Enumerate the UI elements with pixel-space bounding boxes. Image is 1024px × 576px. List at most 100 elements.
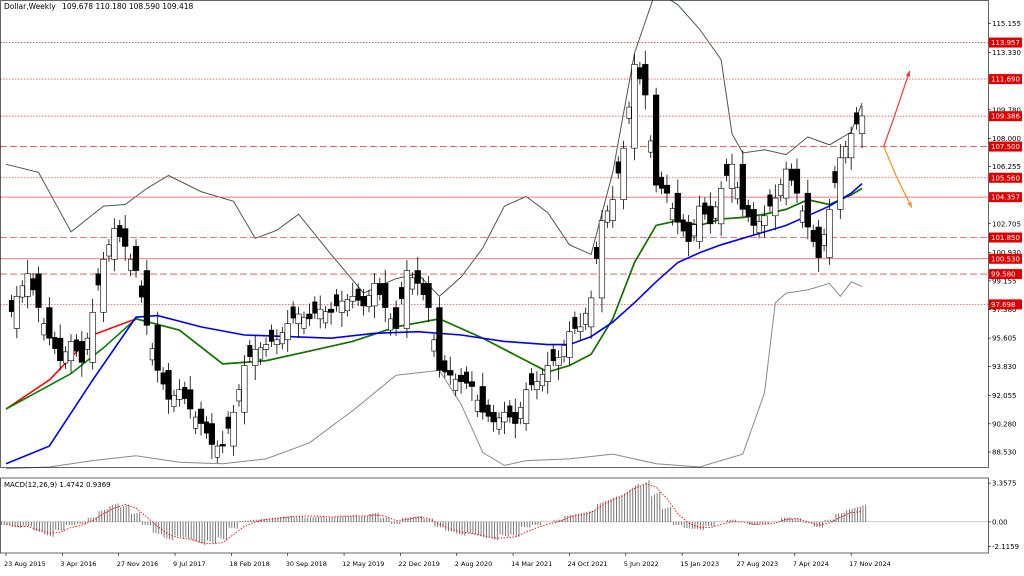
candle-body [187, 389, 194, 410]
candle-body [35, 273, 42, 308]
candle-body [312, 301, 318, 314]
candle-body [160, 372, 166, 385]
projection-arrow-line [883, 70, 911, 147]
x-tick-label: 23 Aug 2015 [4, 560, 46, 568]
y-tick-label: 115.155 [992, 20, 1021, 28]
candle-body [268, 329, 274, 342]
price-level-badge [989, 299, 1022, 310]
bollinger-lower [5, 281, 863, 470]
price-level-label: 97.698 [991, 301, 1016, 309]
candle-body [236, 389, 242, 402]
candle-body [474, 399, 480, 412]
candle-body [669, 208, 675, 221]
candle-body [696, 205, 703, 242]
candle-body [327, 308, 335, 313]
candle-body [57, 337, 64, 362]
candle-body [653, 94, 660, 186]
candle-body [761, 215, 768, 226]
candle-body [685, 221, 692, 242]
candle-body [594, 246, 600, 259]
candle-body [750, 209, 757, 226]
candle-body [338, 300, 345, 313]
macd-y-tick-label: 3.3575 [992, 480, 1017, 488]
x-tick-label: 9 Jul 2017 [173, 560, 206, 568]
candle-body [799, 210, 805, 223]
candle-body [702, 202, 708, 215]
candle-body [858, 115, 866, 134]
y-tick-label: 99.155 [992, 277, 1017, 285]
candle-body [615, 161, 621, 174]
candle-body [425, 283, 432, 308]
macd-y-tick-label: 0.00 [992, 518, 1008, 526]
price-candles [8, 50, 866, 463]
candle-body [95, 273, 101, 286]
x-tick-label: 7 Apr 2024 [793, 560, 829, 568]
candle-body [468, 381, 476, 387]
candle-body [138, 285, 144, 298]
candle-body [377, 283, 383, 295]
candle-body [290, 306, 296, 319]
candle-body [100, 258, 107, 313]
y-tick-label: 92.055 [992, 392, 1017, 400]
candle-body [360, 296, 367, 307]
candle-body [453, 378, 459, 391]
x-tick-label: 30 Sep 2018 [286, 560, 327, 568]
macd-y-tick-label: -2.1159 [992, 543, 1019, 551]
candle-body [219, 444, 226, 447]
candle-body [431, 339, 437, 352]
candle-body [409, 277, 415, 290]
candle-body [544, 365, 551, 382]
level-labels: 113.957 111.690 109.386 107.500 105.560 104.3… [989, 37, 1022, 310]
candle-body [848, 133, 855, 159]
candle-body [789, 168, 795, 181]
candle-body [734, 187, 740, 200]
candle-body [604, 210, 610, 223]
candle-body [149, 348, 155, 361]
price-level-label: 104.357 [991, 194, 1020, 202]
y-tick-label: 113.330 [992, 49, 1021, 57]
candle-body [626, 106, 632, 119]
candle-body [815, 226, 822, 258]
candle-body [832, 171, 838, 184]
projection-arrows [883, 70, 913, 208]
candle-body [106, 244, 112, 257]
candle-body [154, 324, 161, 371]
candle-body [631, 64, 638, 149]
candle-body [843, 146, 849, 159]
candle-body [691, 224, 697, 237]
candle-body [550, 349, 556, 362]
candle-body [539, 374, 545, 386]
price-level-badge [989, 172, 1022, 183]
x-tick-label: 18 Feb 2018 [229, 560, 269, 568]
candle-body [8, 300, 14, 312]
candle-body [203, 421, 209, 434]
candle-body [46, 307, 53, 339]
candle-body [713, 206, 719, 219]
candle-body [197, 408, 205, 424]
candle-body [529, 373, 535, 386]
candle-body [349, 296, 356, 302]
candle-body [258, 347, 264, 360]
price-level-badge [989, 253, 1022, 264]
candle-body [756, 221, 762, 233]
candle-body [598, 220, 606, 299]
y-tick-label: 100.930 [992, 249, 1021, 257]
candle-body [728, 163, 736, 189]
candle-body [317, 308, 324, 320]
candle-body [826, 209, 833, 258]
price-level-badge [989, 269, 1022, 280]
candle-body [388, 318, 394, 331]
candle-body [837, 157, 844, 210]
candle-body [793, 168, 801, 194]
price-level-badge [989, 192, 1022, 203]
candle-body [165, 370, 172, 400]
price-level-badge [989, 37, 1022, 48]
candle-body [707, 205, 714, 225]
candle-body [804, 192, 811, 228]
candle-body [13, 296, 20, 329]
candle-body [273, 339, 280, 345]
x-tick-label: 14 Mar 2021 [511, 560, 552, 568]
candle-body [225, 416, 231, 429]
y-tick-label: 106.255 [992, 163, 1021, 171]
